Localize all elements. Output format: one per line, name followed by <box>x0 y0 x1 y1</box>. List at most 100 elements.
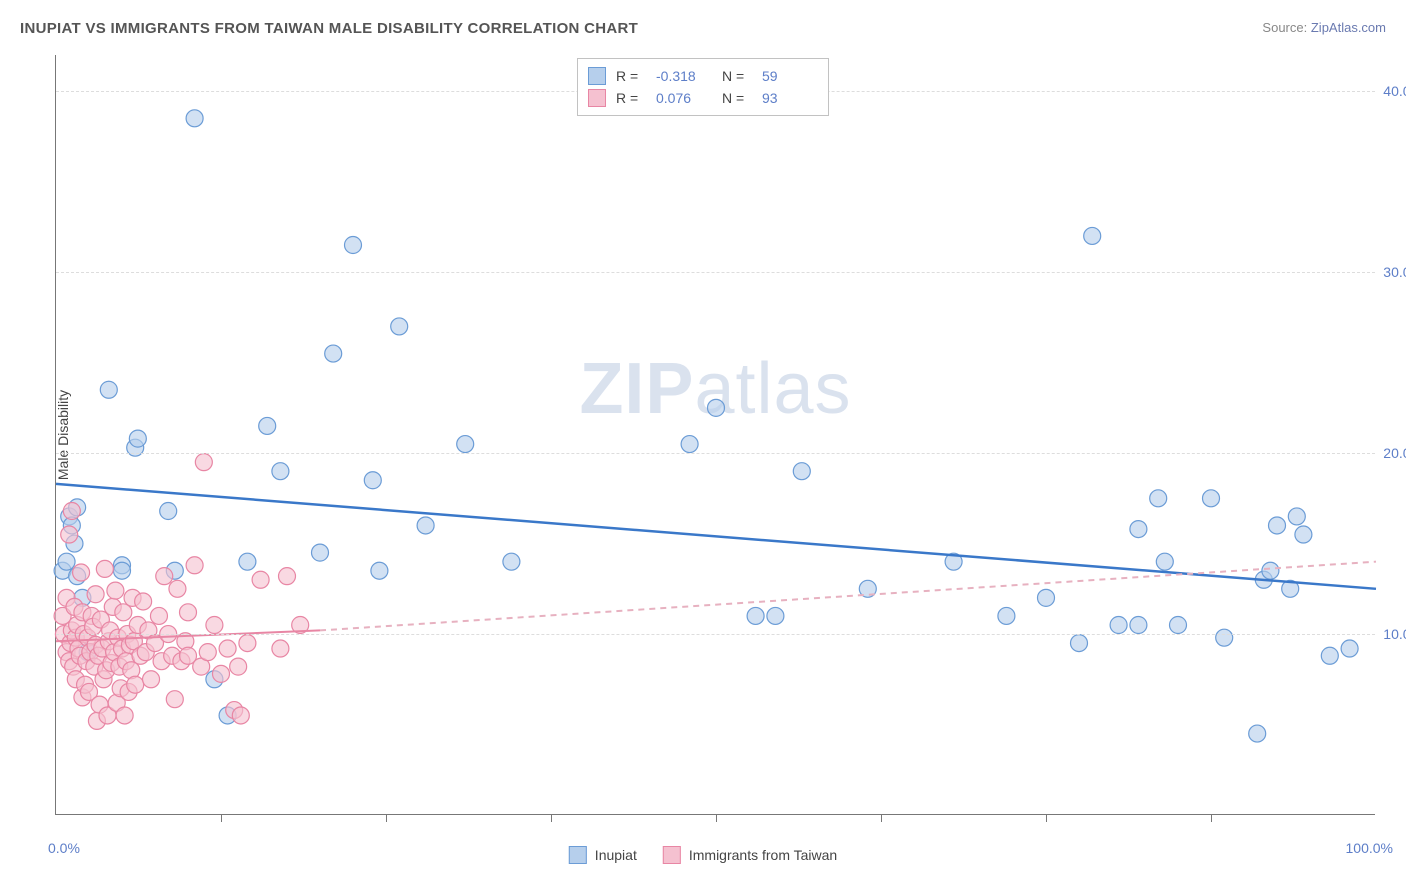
inupiat-point <box>272 463 289 480</box>
taiwan-point <box>143 671 160 688</box>
y-tick-label: 10.0% <box>1383 626 1406 642</box>
inupiat-point <box>793 463 810 480</box>
inupiat-point <box>371 562 388 579</box>
chart-title: INUPIAT VS IMMIGRANTS FROM TAIWAN MALE D… <box>20 20 638 37</box>
legend-row-series2: R = 0.076 N = 93 <box>588 87 818 109</box>
inupiat-point <box>1084 227 1101 244</box>
taiwan-point <box>219 640 236 657</box>
taiwan-point <box>169 580 186 597</box>
inupiat-point <box>681 436 698 453</box>
inupiat-point <box>708 399 725 416</box>
taiwan-point <box>199 644 216 661</box>
inupiat-point <box>239 553 256 570</box>
inupiat-point <box>1321 647 1338 664</box>
taiwan-point <box>213 665 230 682</box>
y-tick-label: 30.0% <box>1383 264 1406 280</box>
taiwan-point <box>73 564 90 581</box>
taiwan-point <box>252 571 269 588</box>
series2-swatch-icon <box>663 846 681 864</box>
taiwan-point <box>135 593 152 610</box>
inupiat-point <box>312 544 329 561</box>
y-tick-label: 20.0% <box>1383 445 1406 461</box>
inupiat-point <box>1288 508 1305 525</box>
inupiat-point <box>457 436 474 453</box>
taiwan-point <box>272 640 289 657</box>
source-attribution: Source: ZipAtlas.com <box>1262 20 1386 35</box>
inupiat-point <box>259 417 276 434</box>
taiwan-point <box>195 454 212 471</box>
trend-line-taiwan-dash <box>320 562 1376 631</box>
taiwan-point <box>96 560 113 577</box>
inupiat-point <box>1216 629 1233 646</box>
series1-swatch-icon <box>569 846 587 864</box>
inupiat-point <box>1341 640 1358 657</box>
inupiat-point <box>391 318 408 335</box>
inupiat-point <box>325 345 342 362</box>
x-axis-min-label: 0.0% <box>48 840 80 856</box>
inupiat-point <box>1038 589 1055 606</box>
taiwan-point <box>87 586 104 603</box>
legend-item-series1: Inupiat <box>569 846 637 864</box>
taiwan-point <box>239 635 256 652</box>
inupiat-point <box>1130 521 1147 538</box>
inupiat-point <box>1249 725 1266 742</box>
inupiat-point <box>998 607 1015 624</box>
inupiat-point <box>1071 635 1088 652</box>
inupiat-point <box>767 607 784 624</box>
taiwan-point <box>63 503 80 520</box>
legend-item-series2: Immigrants from Taiwan <box>663 846 837 864</box>
inupiat-point <box>1110 617 1127 634</box>
inupiat-point <box>1295 526 1312 543</box>
x-tick <box>1046 814 1047 822</box>
inupiat-point <box>114 562 131 579</box>
inupiat-point <box>1262 562 1279 579</box>
inupiat-point <box>1156 553 1173 570</box>
x-axis-max-label: 100.0% <box>1346 840 1393 856</box>
inupiat-point <box>1269 517 1286 534</box>
inupiat-point <box>160 503 177 520</box>
source-link[interactable]: ZipAtlas.com <box>1311 20 1386 35</box>
x-tick <box>221 814 222 822</box>
inupiat-point <box>1130 617 1147 634</box>
gridline <box>56 272 1375 273</box>
taiwan-point <box>186 557 203 574</box>
x-tick <box>386 814 387 822</box>
inupiat-point <box>1203 490 1220 507</box>
taiwan-point <box>166 691 183 708</box>
taiwan-point <box>127 676 144 693</box>
inupiat-point <box>100 381 117 398</box>
taiwan-point <box>279 568 296 585</box>
legend-row-series1: R = -0.318 N = 59 <box>588 65 818 87</box>
series2-swatch <box>588 89 606 107</box>
inupiat-point <box>417 517 434 534</box>
inupiat-point <box>747 607 764 624</box>
taiwan-point <box>180 604 197 621</box>
x-tick <box>716 814 717 822</box>
inupiat-point <box>503 553 520 570</box>
inupiat-point <box>1150 490 1167 507</box>
series-legend: Inupiat Immigrants from Taiwan <box>569 846 837 864</box>
taiwan-point <box>107 582 124 599</box>
taiwan-point <box>156 568 173 585</box>
trend-line-inupiat <box>56 484 1376 589</box>
taiwan-point <box>61 526 78 543</box>
x-tick <box>551 814 552 822</box>
inupiat-point <box>345 237 362 254</box>
y-tick-label: 40.0% <box>1383 83 1406 99</box>
inupiat-point <box>1170 617 1187 634</box>
taiwan-point <box>230 658 247 675</box>
scatter-chart: Male Disability ZIPatlas 0.0% 100.0% 10.… <box>55 55 1375 815</box>
taiwan-point <box>150 607 167 624</box>
taiwan-point <box>232 707 249 724</box>
taiwan-point <box>116 707 133 724</box>
inupiat-point <box>129 430 146 447</box>
series1-swatch <box>588 67 606 85</box>
taiwan-point <box>206 617 223 634</box>
inupiat-point <box>364 472 381 489</box>
x-tick <box>881 814 882 822</box>
inupiat-point <box>186 110 203 127</box>
inupiat-point <box>58 553 75 570</box>
gridline <box>56 453 1375 454</box>
gridline <box>56 634 1375 635</box>
x-tick <box>1211 814 1212 822</box>
